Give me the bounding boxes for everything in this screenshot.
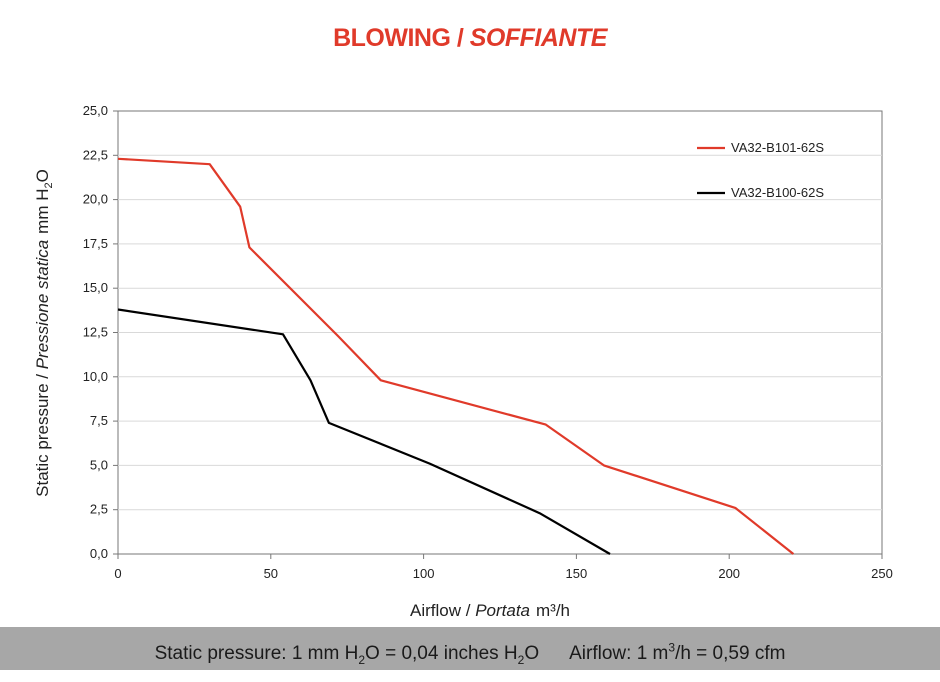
legend-label: VA32-B100-62S <box>731 185 824 200</box>
y-tick-label: 5,0 <box>90 457 108 472</box>
x-tick-label: 200 <box>718 566 740 581</box>
y-tick-label: 17,5 <box>83 236 108 251</box>
y-axis-label-unit-post: O <box>33 169 52 182</box>
y-tick-label: 10,0 <box>83 369 108 384</box>
x-tick-label: 150 <box>566 566 588 581</box>
footer-airflow-note: Airflow: 1 m3/h = 0,59 cfm <box>569 641 786 665</box>
legend: VA32-B101-62S VA32-B100-62S <box>697 140 824 200</box>
y-axis-label-italic: Pressione statica <box>33 240 52 369</box>
chart-svg: 0 50 100 150 200 250 0,0 2,5 5,0 7,5 10,0 12,5 15,0… <box>33 103 893 620</box>
footer-pressure-sub1: 2 <box>358 653 366 668</box>
chart-title: BLOWING / SOFFIANTE <box>0 24 940 53</box>
series-group <box>117 157 795 555</box>
y-tick-label: 7,5 <box>90 413 108 428</box>
chart-title-italic: SOFFIANTE <box>469 24 608 52</box>
y-tick-label: 25,0 <box>83 103 108 118</box>
footer-pressure-pre: Static pressure: 1 mm H <box>154 643 359 665</box>
y-tick-label: 20,0 <box>83 192 108 207</box>
y-axis-label-unit-pre: mm H <box>33 189 52 234</box>
y-tick-label: 15,0 <box>83 280 108 295</box>
y-axis-label-sep: / <box>33 369 52 383</box>
footer-pressure-sub2: 2 <box>517 653 525 668</box>
y-tick-label: 12,5 <box>83 325 108 340</box>
footer-airflow-post: /h = 0,59 cfm <box>675 643 786 665</box>
x-axis-label-plain: Airflow <box>410 601 462 620</box>
x-axis-label: Airflow / Portata m³/h <box>410 601 570 620</box>
y-axis-label-unit-sub: 2 <box>43 182 55 188</box>
x-axis-label-sep: / <box>461 601 475 620</box>
y-tick-label: 22,5 <box>83 147 108 162</box>
legend-label: VA32-B101-62S <box>731 140 824 155</box>
x-tick-label: 250 <box>871 566 893 581</box>
footer-pressure-mid: O = 0,04 inches H <box>365 643 518 665</box>
x-axis: 0 50 100 150 200 250 <box>114 554 893 581</box>
series-line-2 <box>117 308 611 555</box>
series-line-1 <box>117 157 795 555</box>
x-tick-label: 100 <box>413 566 435 581</box>
x-axis-label-italic: Portata <box>475 601 530 620</box>
x-axis-label-unit: m³/h <box>536 601 570 620</box>
y-axis-label: Static pressure / Pressione statica mm H2… <box>33 169 55 497</box>
footer-airflow-pre: Airflow: 1 m <box>569 643 669 665</box>
y-tick-label: 0,0 <box>90 546 108 561</box>
chart-title-main: BLOWING / <box>333 24 464 52</box>
y-axis: 0,0 2,5 5,0 7,5 10,0 12,5 15,0 17,5 20,0 22,5 25,0 <box>83 103 118 561</box>
footer-pressure-post: O <box>524 643 540 665</box>
grid-lines <box>118 154 882 511</box>
footer-airflow-sup: 3 <box>668 641 676 655</box>
x-tick-label: 0 <box>114 566 121 581</box>
x-tick-label: 50 <box>264 566 278 581</box>
y-tick-label: 2,5 <box>90 502 108 517</box>
footer-pressure-note: Static pressure: 1 mm H2O = 0,04 inches … <box>154 643 540 668</box>
footer-bar: Static pressure: 1 mm H2O = 0,04 inches … <box>0 627 940 670</box>
y-axis-label-plain: Static pressure <box>33 383 52 496</box>
